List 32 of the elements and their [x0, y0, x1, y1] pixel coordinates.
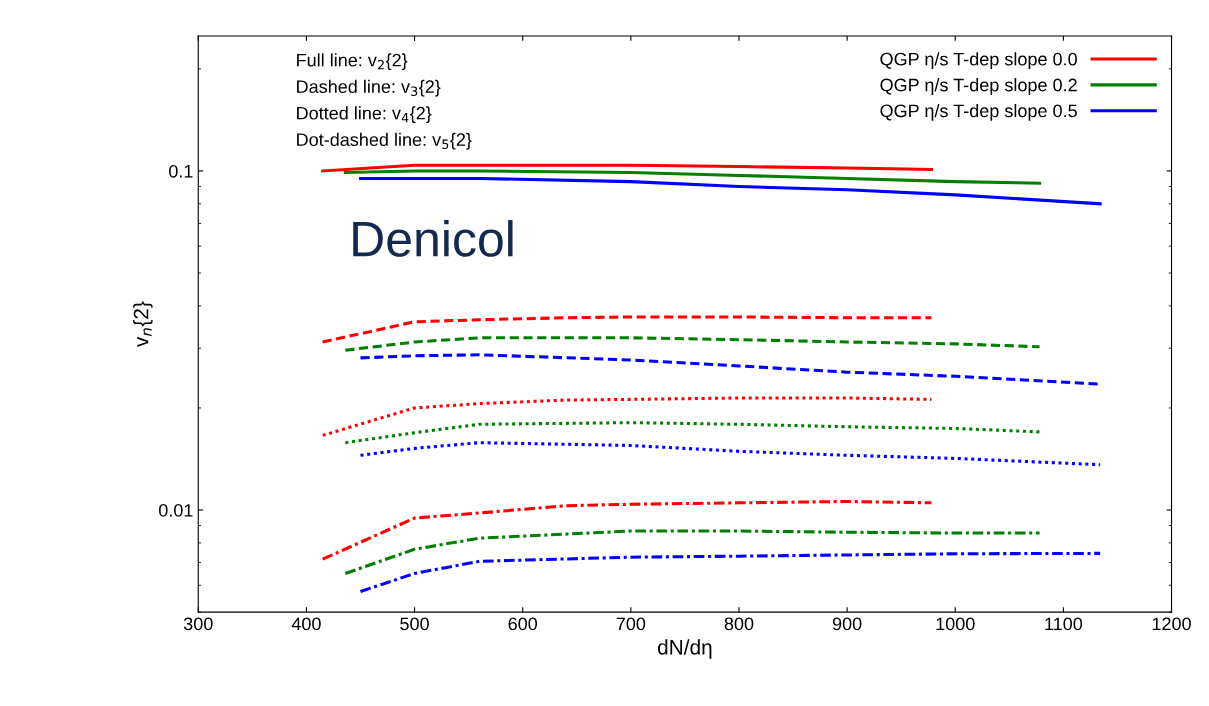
x-tick-label: 500	[400, 617, 429, 631]
x-tick-label: 1200	[1152, 617, 1191, 631]
line-series	[321, 396, 933, 437]
x-tick-label: 900	[832, 617, 862, 631]
legend-label: QGP η/s T-dep slope 0.2	[880, 78, 1077, 95]
y-axis-title: v$_{n}${2}	[133, 301, 153, 347]
y-tick-label: 0.1	[169, 164, 193, 178]
legend-label: QGP η/s T-dep slope 0.0	[880, 52, 1077, 70]
line-series	[321, 315, 933, 344]
legend-label: QGP η/s T-dep slope 0.5	[880, 103, 1077, 121]
x-tick-label: 700	[616, 617, 646, 631]
annotation: Dashed line: v$_{3}${2}	[297, 79, 441, 97]
x-tick-label: 400	[291, 617, 321, 631]
annotation: Dotted line: v$_{4}${2}	[297, 106, 432, 124]
x-tick-label: 800	[724, 617, 754, 631]
annotation: Denicol	[353, 220, 513, 257]
y-tick-label: 0.01	[158, 503, 193, 517]
annotation: Dot-dashed line: v$_{5}${2}	[297, 132, 472, 150]
annotation: Full line: v$_{2}${2}	[297, 53, 408, 71]
line-series	[358, 551, 1102, 594]
x-tick-label: 1100	[1045, 617, 1083, 631]
x-tick-label: 600	[508, 617, 538, 631]
x-tick-label: 300	[183, 617, 213, 631]
x-tick-label: 1000	[936, 617, 975, 631]
line-series	[343, 529, 1042, 575]
line-series	[343, 421, 1042, 445]
line-series	[321, 499, 933, 561]
line-series	[358, 441, 1102, 467]
line-series	[358, 176, 1102, 206]
line-series	[343, 169, 1042, 185]
line-series	[343, 336, 1042, 352]
x-axis-title: dN/dη	[657, 639, 712, 659]
